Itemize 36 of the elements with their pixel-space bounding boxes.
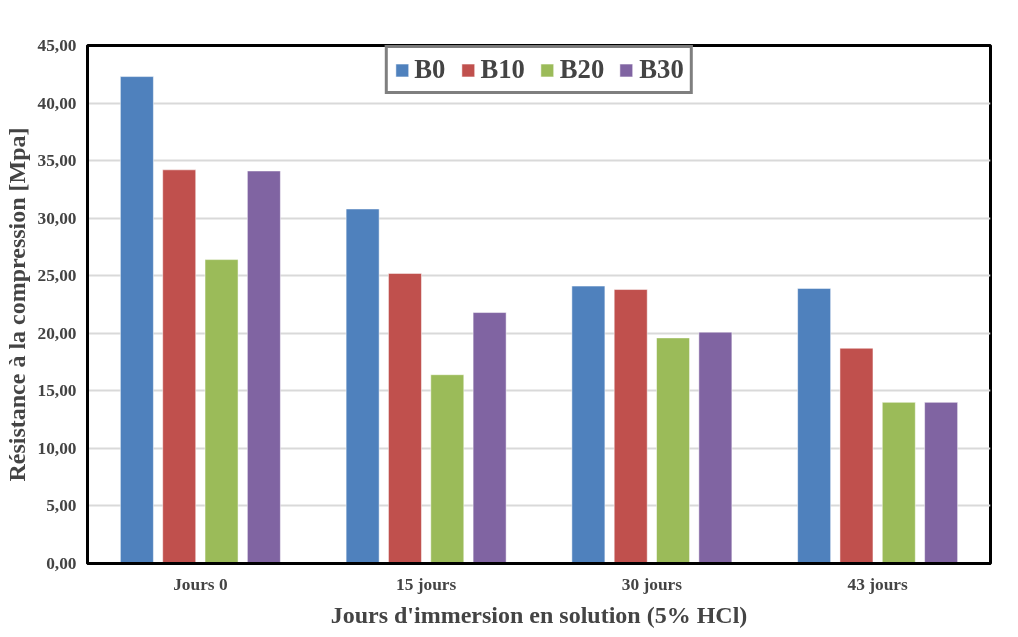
x-tick-label: 15 jours xyxy=(396,574,457,594)
bar xyxy=(924,402,958,564)
bar xyxy=(613,289,648,564)
y-axis-title: Résistance à la compression [Mpa] xyxy=(3,127,30,482)
legend-label: B10 xyxy=(480,54,525,85)
bar xyxy=(247,170,281,564)
bar xyxy=(797,288,831,564)
y-tick-label: 25,00 xyxy=(37,266,77,286)
bar xyxy=(698,331,733,564)
y-tick-label: 5,00 xyxy=(46,496,77,516)
x-tick-label: 30 jours xyxy=(621,574,683,594)
bar xyxy=(204,259,239,564)
legend-label: B30 xyxy=(639,54,684,85)
x-tick-label: Jours 0 xyxy=(173,574,228,594)
legend-label: B0 xyxy=(414,54,446,85)
bar xyxy=(430,374,465,564)
y-tick-label: 15,00 xyxy=(37,381,77,401)
y-tick-label: 10,00 xyxy=(37,438,77,458)
bar xyxy=(388,273,422,564)
bar xyxy=(571,285,606,564)
y-tick-label: 45,00 xyxy=(37,36,77,55)
bar xyxy=(839,347,874,564)
legend-label: B20 xyxy=(559,54,605,85)
y-tick-label: 0,00 xyxy=(46,554,77,573)
x-tick-label: 43 jours xyxy=(847,574,908,594)
bar xyxy=(162,169,196,564)
bar xyxy=(656,337,690,564)
bar xyxy=(345,208,380,564)
y-tick-label: 30,00 xyxy=(37,208,77,228)
bar xyxy=(882,402,916,564)
y-tick-label: 40,00 xyxy=(37,93,77,113)
bar xyxy=(120,76,154,564)
y-tick-label: 35,00 xyxy=(37,151,77,171)
bar xyxy=(472,312,507,564)
y-tick-label: 20,00 xyxy=(37,323,77,343)
x-axis-title: Jours d'immersion en solution (5% HCl) xyxy=(330,601,748,628)
